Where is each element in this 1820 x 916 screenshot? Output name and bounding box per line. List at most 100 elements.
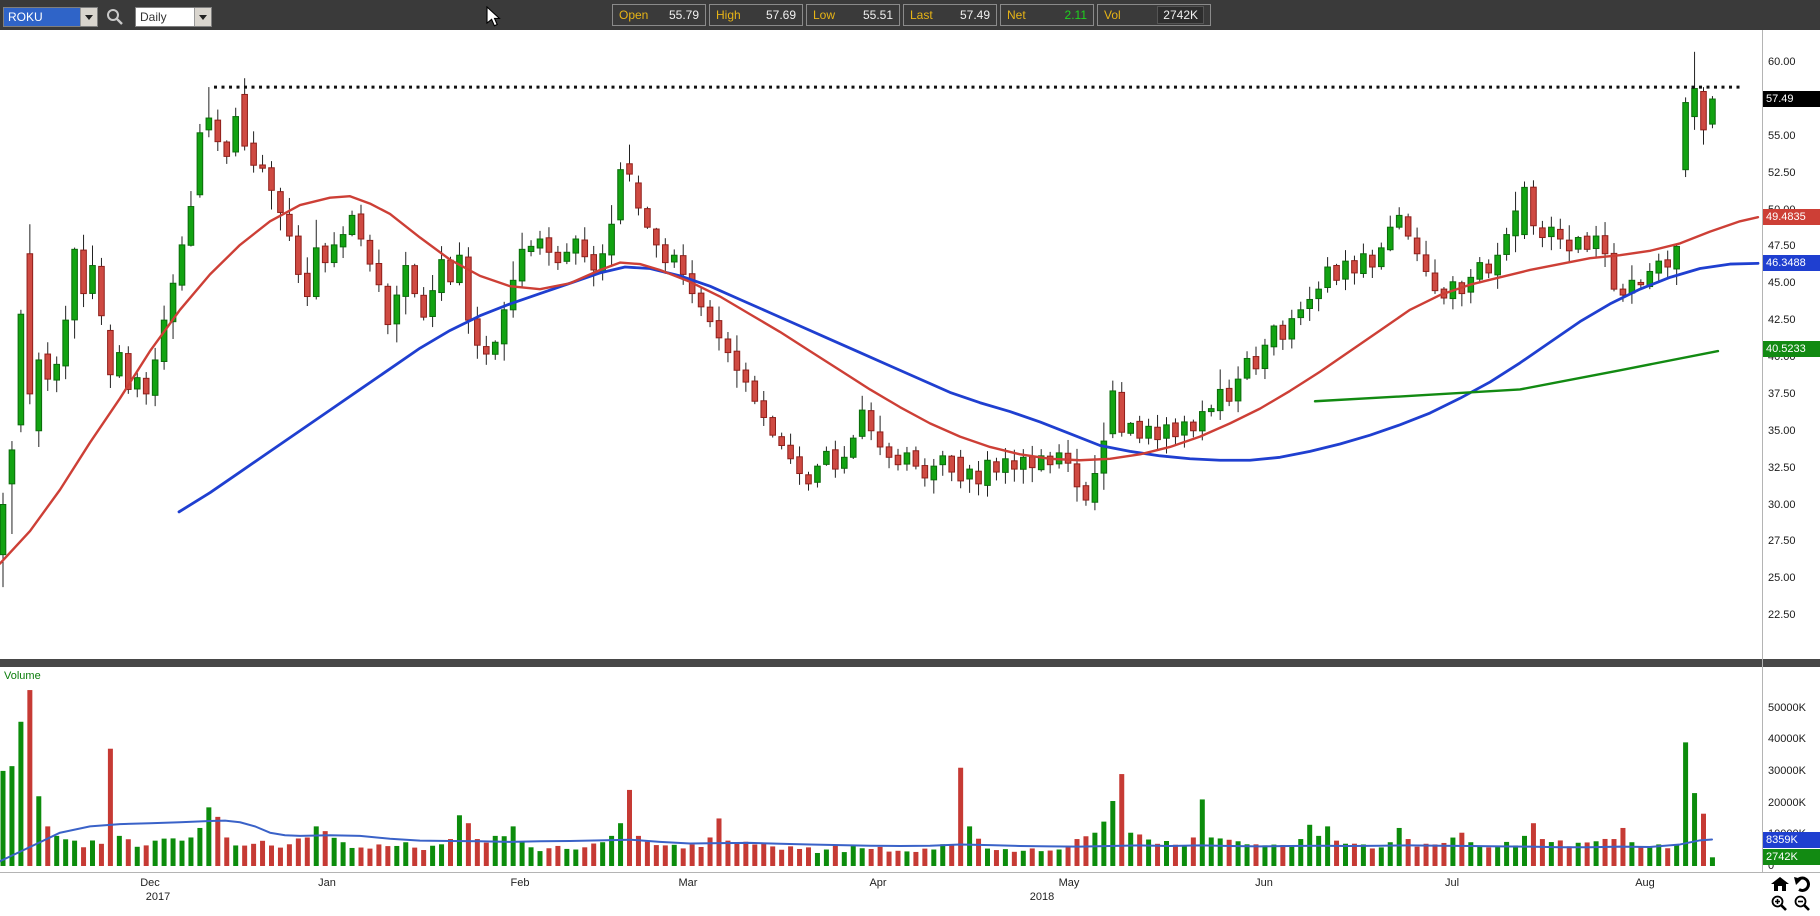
candle-body	[1270, 325, 1278, 348]
volume-bar	[1468, 842, 1474, 866]
volume-bar	[573, 849, 579, 866]
candle-body	[1682, 102, 1689, 171]
volume-bar	[1557, 840, 1563, 866]
candle-body	[617, 169, 624, 221]
candle-body	[1360, 253, 1367, 275]
candle-body	[223, 141, 231, 157]
zoom-in-icon[interactable]	[1770, 894, 1790, 912]
volume-bar	[215, 816, 221, 866]
volume-bar	[340, 842, 346, 866]
volume-bar	[242, 845, 248, 866]
candle-body	[858, 409, 866, 437]
candle-body	[107, 329, 114, 376]
volume-bar	[671, 844, 677, 866]
candle-body	[205, 117, 213, 131]
volume-bar	[1405, 839, 1411, 866]
volume-bar	[1056, 849, 1062, 866]
month-label-dec: Dec	[140, 877, 160, 889]
volume-bar	[1217, 838, 1223, 866]
price-tick-label: 22.50	[1768, 609, 1796, 622]
price-tick-label: 47.50	[1768, 240, 1796, 253]
volume-bar	[734, 842, 740, 866]
volume-bar	[385, 846, 391, 866]
volume-tick-label: 30000K	[1768, 764, 1806, 777]
pane-divider[interactable]	[0, 659, 1820, 667]
candle-body	[1163, 424, 1170, 439]
net-label: Net	[1007, 8, 1026, 22]
vol-label: Vol	[1104, 8, 1121, 22]
volume-bar	[591, 843, 597, 866]
candle-body	[1207, 408, 1215, 413]
zoom-out-icon[interactable]	[1793, 894, 1813, 912]
candle-body	[912, 450, 920, 467]
candle-body	[187, 206, 195, 246]
candle-body	[849, 437, 857, 458]
volume-bar	[877, 846, 883, 866]
candle-body	[321, 245, 329, 264]
candle-body	[509, 279, 517, 311]
candle-body	[1386, 226, 1394, 251]
candle-body	[1037, 455, 1045, 471]
volume-bar	[814, 852, 820, 866]
volume-bar	[1522, 835, 1527, 866]
volume-bar	[913, 851, 919, 866]
search-icon[interactable]	[106, 8, 124, 25]
timeframe-value[interactable]: Daily	[140, 10, 167, 24]
volume-bar	[63, 839, 69, 866]
home-icon[interactable]	[1770, 875, 1790, 893]
candle-body	[339, 234, 347, 248]
candle-body	[742, 369, 750, 383]
volume-bar	[627, 789, 632, 866]
undo-icon[interactable]	[1793, 875, 1813, 893]
candle-body	[1539, 227, 1546, 239]
symbol-input[interactable]: ROKU	[3, 7, 98, 27]
candle-body	[653, 228, 660, 246]
candle-body	[312, 247, 320, 298]
candle-body	[1637, 281, 1645, 286]
price-chart-pane[interactable]	[0, 30, 1762, 659]
volume-bar	[54, 835, 60, 866]
volume-bar	[492, 835, 498, 866]
volume-bar	[1566, 846, 1572, 866]
volume-bar	[349, 847, 355, 866]
volume-bar	[1656, 844, 1662, 866]
volume-bar	[689, 844, 695, 866]
volume-bar	[609, 835, 615, 866]
candle-body	[679, 255, 687, 275]
candle-body	[1064, 452, 1072, 464]
candle-body	[0, 504, 7, 556]
mouse-cursor	[486, 6, 501, 27]
candle-body	[1172, 422, 1179, 438]
volume-ma-label: 8359K	[1763, 831, 1820, 848]
volume-bar	[698, 846, 704, 866]
candle-body	[724, 338, 732, 354]
volume-bar	[1638, 846, 1644, 866]
volume-bar	[1172, 844, 1178, 866]
volume-chart-pane[interactable]	[0, 667, 1762, 872]
symbol-input-value[interactable]: ROKU	[4, 8, 80, 26]
candle-body	[1494, 254, 1501, 276]
symbol-dropdown-icon[interactable]	[80, 8, 97, 26]
candle-body	[1700, 91, 1707, 131]
candle-body	[957, 456, 964, 482]
candle-body	[420, 294, 427, 318]
candle-body	[769, 417, 777, 436]
timeframe-select[interactable]: Daily	[135, 7, 212, 27]
volume-tick-label: 0	[1768, 860, 1775, 872]
volume-bar	[519, 842, 525, 866]
year-label-2018: 2018	[1029, 891, 1055, 903]
candle-body	[670, 254, 678, 263]
candle-body	[1395, 214, 1403, 228]
candle-body	[1073, 463, 1081, 488]
candle-body	[286, 213, 293, 237]
timeframe-dropdown-icon[interactable]	[194, 8, 211, 26]
volume-bar	[662, 845, 668, 866]
candle-body	[715, 320, 723, 339]
price-tick-label: 37.50	[1768, 387, 1796, 400]
volume-bar	[993, 850, 999, 866]
candle-body	[402, 265, 410, 297]
blue-ma-label: 46.3488	[1763, 255, 1820, 272]
candle-body	[1199, 411, 1206, 432]
volume-bar	[940, 844, 946, 866]
month-label-feb: Feb	[510, 877, 530, 889]
